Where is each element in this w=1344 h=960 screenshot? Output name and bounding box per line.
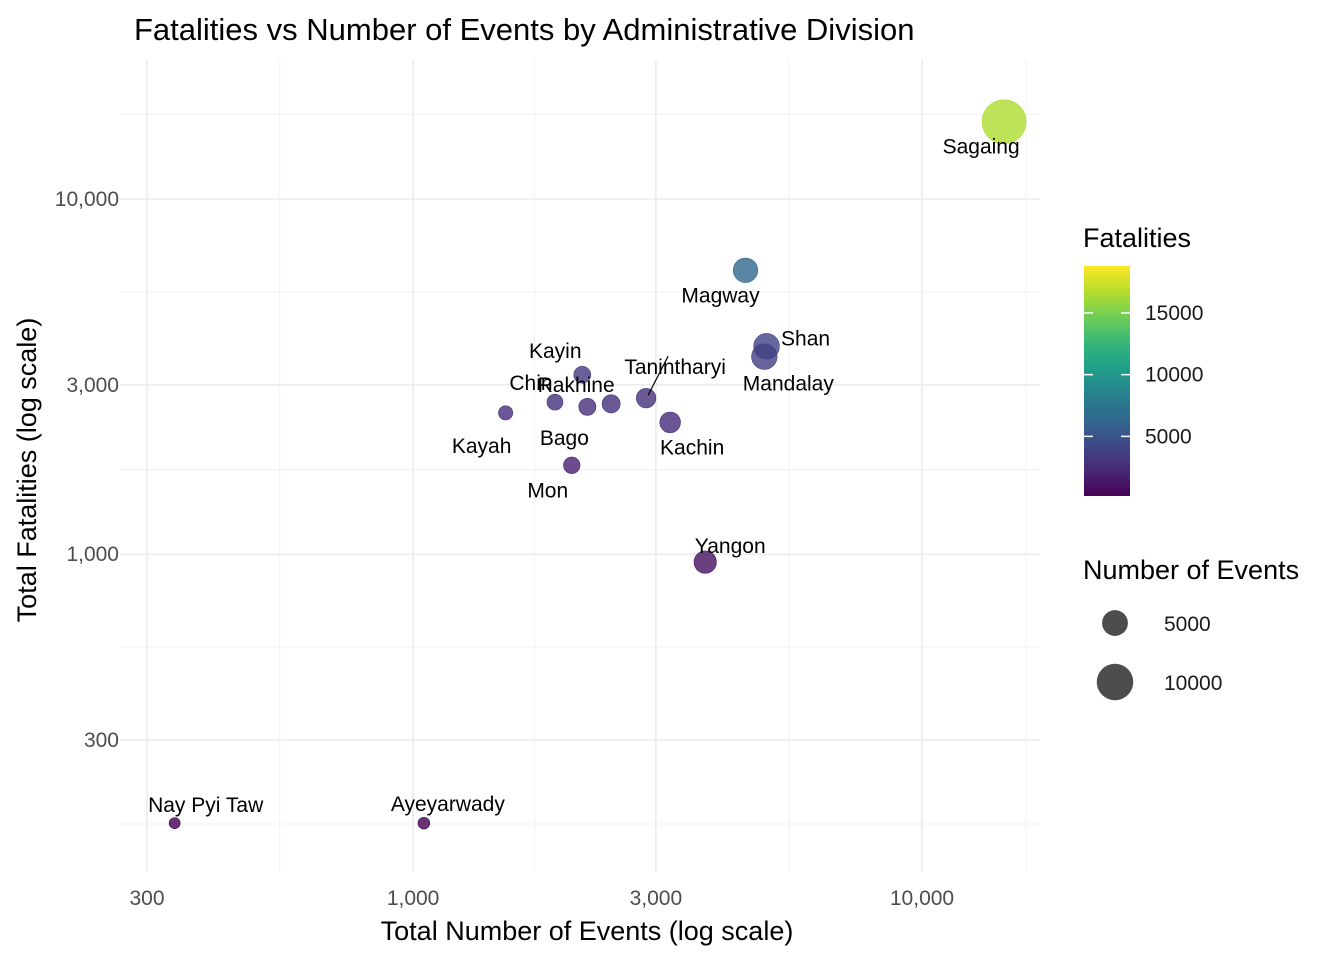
point-kayah: [498, 405, 514, 421]
x-tick-label: 10,000: [890, 887, 954, 910]
point-label-mon: Mon: [527, 479, 568, 502]
point-rakhine: [601, 394, 621, 414]
x-tick-label: 1,000: [387, 887, 440, 910]
chart-title: Fatalities vs Number of Events by Admini…: [134, 12, 914, 47]
x-axis-title: Total Number of Events (log scale): [381, 916, 794, 946]
point-label-sagaing: Sagaing: [943, 136, 1020, 159]
size-legend-circle: [1102, 610, 1128, 636]
size-legend-label: 5000: [1164, 613, 1211, 636]
point-tanintharyi: [636, 388, 657, 409]
point-chin: [546, 393, 564, 411]
axis-ticks: 300 1,000 3,000 10,000 300 1,000 3,000 10,000: [55, 188, 954, 910]
x-tick-label: 3,000: [630, 887, 683, 910]
point-ayeyarwady: [417, 816, 431, 830]
y-tick-label: 300: [84, 729, 119, 752]
point-label-magway: Magway: [681, 284, 760, 307]
point-kachin: [659, 411, 681, 434]
size-legend: Number of Events 5000 10000: [1083, 555, 1299, 701]
point-label-tanintharyi: Tanintharyi: [624, 356, 726, 379]
point-nay-pyi-taw: [168, 817, 181, 829]
x-tick-label: 300: [129, 887, 164, 910]
color-legend: Fatalities 5000 10000 15000: [1083, 223, 1203, 496]
colorbar-tick-label: 5000: [1145, 425, 1192, 448]
grid: [120, 60, 1040, 872]
point-label-shan: Shan: [781, 327, 830, 350]
colorbar-tick-label: 15000: [1145, 302, 1203, 325]
point-mon: [563, 456, 581, 474]
point-label-yangon: Yangon: [695, 535, 766, 558]
size-legend-circle: [1096, 663, 1134, 701]
point-label-ayeyarwady: Ayeyarwady: [391, 793, 506, 816]
point-mandalay: [751, 343, 778, 370]
point-magway: [732, 257, 759, 283]
colorbar-tick-label: 10000: [1145, 364, 1203, 387]
color-bar: [1084, 266, 1130, 496]
point-label-kachin: Kachin: [660, 436, 724, 459]
point-label-kayin: Kayin: [529, 340, 582, 363]
point-label-mandalay: Mandalay: [743, 373, 835, 396]
label-leader-line: [647, 355, 669, 396]
point-label-kayah: Kayah: [452, 435, 512, 458]
point-label-rakhine: Rakhine: [538, 374, 615, 397]
size-legend-label: 10000: [1164, 672, 1222, 695]
y-tick-label: 1,000: [66, 543, 119, 566]
point-label-nay-pyi-taw: Nay Pyi Taw: [148, 794, 264, 817]
y-axis-title: Total Fatalities (log scale): [12, 318, 42, 623]
y-tick-label: 3,000: [66, 374, 119, 397]
point-label-bago: Bago: [540, 427, 589, 450]
size-legend-title: Number of Events: [1083, 555, 1299, 585]
point-yangon: [693, 550, 717, 574]
data-points: [168, 99, 1027, 830]
point-bago: [578, 397, 597, 416]
color-legend-title: Fatalities: [1083, 223, 1191, 253]
point-label-chin: Chin: [509, 372, 552, 395]
point-kayin: [573, 366, 592, 384]
y-tick-label: 10,000: [55, 188, 119, 211]
point-sagaing: [981, 99, 1027, 145]
point-labels: Sagaing Magway Shan Mandalay Tanintharyi Kayi…: [148, 136, 1020, 817]
